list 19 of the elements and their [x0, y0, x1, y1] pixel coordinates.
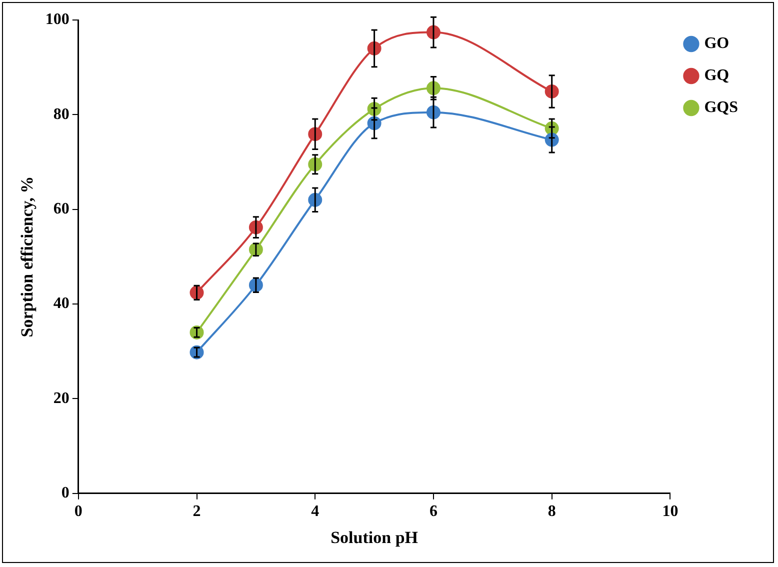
- y-tick-label: 80: [53, 106, 70, 123]
- x-tick-label: 2: [192, 503, 201, 520]
- x-tick-label: 8: [548, 503, 556, 520]
- y-tick-label: 40: [53, 295, 70, 312]
- x-tick-label: 10: [662, 503, 678, 520]
- point: [190, 345, 204, 360]
- x-tick-label: 0: [74, 503, 82, 520]
- legend-label: GO: [704, 35, 730, 52]
- legend-label: GQ: [704, 67, 730, 84]
- y-tick-label: 20: [53, 390, 70, 407]
- y-tick-label: 100: [45, 11, 70, 28]
- x-tick-label: 4: [311, 503, 320, 520]
- point: [190, 325, 204, 340]
- y-tick-label: 60: [53, 200, 70, 218]
- x-axis-title: Solution pH: [330, 528, 418, 548]
- legend-label: GQS: [704, 99, 738, 116]
- y-tick-label: 0: [61, 484, 70, 502]
- x-tick-label: 6: [429, 503, 438, 520]
- y-axis-title: Sorption efficiency, %: [18, 176, 37, 338]
